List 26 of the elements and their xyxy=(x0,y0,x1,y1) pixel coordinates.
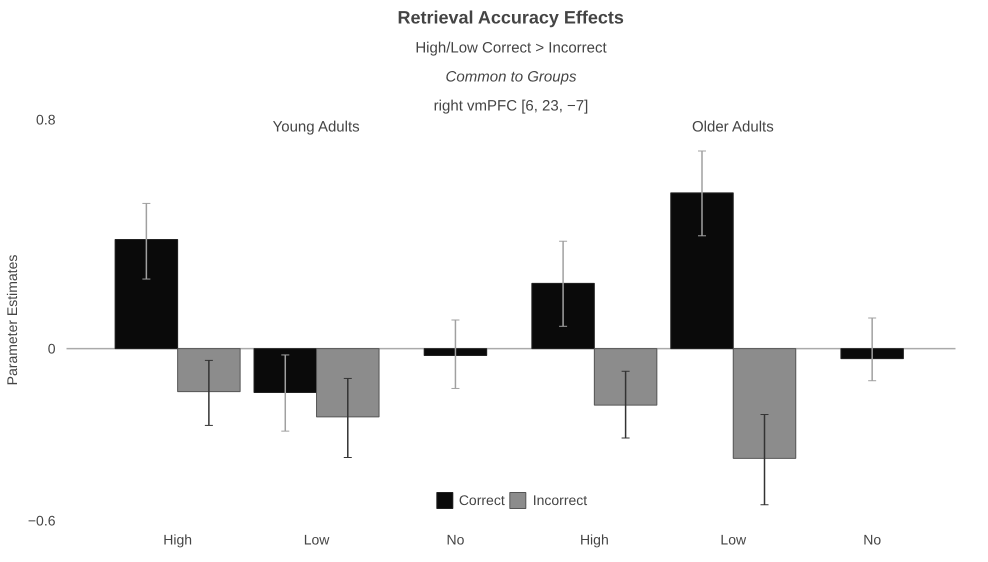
y-tick-label: 0.8 xyxy=(36,112,56,128)
x-tick-label: High xyxy=(580,532,609,548)
annotation: Older Adults xyxy=(692,118,774,136)
text: Common to Groups xyxy=(446,68,577,86)
y-tick-label: −0.6 xyxy=(28,512,56,528)
x-tick-label: No xyxy=(863,532,882,548)
bar xyxy=(254,348,318,393)
chart-subtitle: High/Low Correct > Incorrect xyxy=(415,40,608,56)
annotation: Young Adults xyxy=(272,118,360,136)
x-tick-label: High xyxy=(163,532,192,548)
bar xyxy=(531,282,595,350)
x-tick-label: No xyxy=(446,532,465,548)
bar xyxy=(177,348,241,392)
bar xyxy=(670,192,734,350)
y-axis-title: Parameter Estimates xyxy=(4,254,20,386)
chart-title: Retrieval Accuracy Effects xyxy=(397,8,624,28)
bar xyxy=(732,348,796,459)
legend-label: Correct xyxy=(458,492,505,508)
bar xyxy=(114,239,178,350)
text: right vmPFC [6, 23, −7] xyxy=(434,98,588,114)
bar xyxy=(316,348,380,418)
x-tick-label: Low xyxy=(304,532,330,548)
x-tick-label: Low xyxy=(720,532,747,548)
legend-label: Incorrect xyxy=(532,492,588,508)
y-tick-label: 0 xyxy=(48,340,56,357)
bar xyxy=(594,348,658,406)
